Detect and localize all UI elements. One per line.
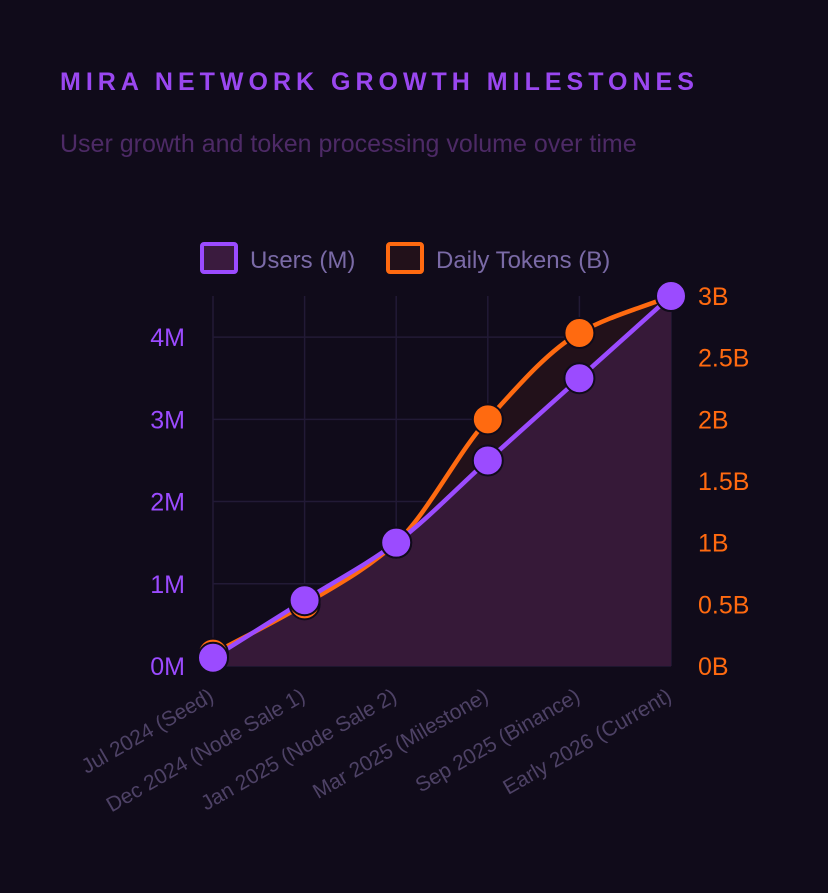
- y-right-tick-label: 2.5B: [698, 345, 749, 373]
- x-tick-label: Early 2026 (Current): [499, 684, 675, 799]
- y-left-tick-label: 2M: [150, 489, 185, 517]
- y-right-tick-label: 0.5B: [698, 591, 749, 619]
- data-point: [380, 526, 413, 559]
- y-left-tick-label: 0M: [150, 653, 185, 681]
- data-point: [471, 403, 504, 436]
- y-right-tick-label: 0B: [698, 653, 729, 681]
- chart-subtitle: User growth and token processing volume …: [60, 130, 637, 158]
- data-point: [288, 584, 321, 617]
- y-right-tick-label: 1B: [698, 530, 729, 558]
- series-area-fill: [213, 296, 671, 666]
- legend-label: Users (M): [250, 247, 355, 274]
- y-left-tick-label: 3M: [150, 406, 185, 434]
- y-left-tick-label: 1M: [150, 571, 185, 599]
- chart-title: MIRA NETWORK GROWTH MILESTONES: [60, 68, 699, 96]
- data-point: [563, 362, 596, 395]
- data-point: [197, 641, 229, 674]
- legend-item[interactable]: Users (M): [200, 242, 355, 274]
- legend-item[interactable]: Daily Tokens (B): [386, 242, 610, 274]
- legend-swatch: [386, 242, 424, 274]
- data-point: [563, 317, 596, 349]
- y-right-tick-label: 2B: [698, 406, 729, 434]
- y-left-tick-label: 4M: [150, 324, 185, 352]
- x-tick-label: Mar 2025 (Milestone): [309, 684, 492, 803]
- x-tick-label: Sep 2025 (Binance): [412, 684, 584, 797]
- y-right-tick-label: 3B: [698, 283, 729, 311]
- series-fills: [213, 296, 671, 666]
- data-point: [655, 280, 687, 312]
- legend-label: Daily Tokens (B): [436, 247, 610, 274]
- data-point: [471, 444, 504, 477]
- y-right-tick-label: 1.5B: [698, 468, 749, 496]
- legend[interactable]: Users (M) Daily Tokens (B): [200, 242, 610, 274]
- legend-swatch: [200, 242, 238, 274]
- data-points: [197, 280, 687, 674]
